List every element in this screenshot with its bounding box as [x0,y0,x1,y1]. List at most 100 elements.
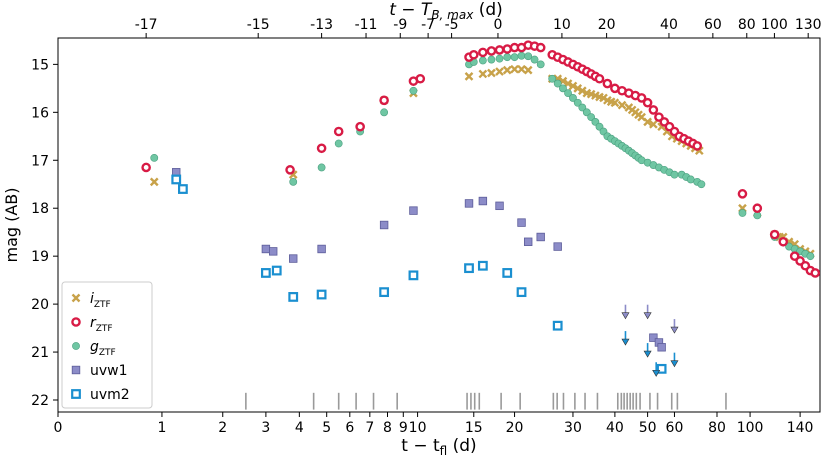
i-data-point [610,98,620,108]
top-tick-label: 130 [795,17,822,33]
legend-box [61,281,153,409]
r-data-point [636,93,647,103]
i-data-point [495,67,504,76]
top-tick-label: -9 [393,17,407,33]
g-data-point [578,103,587,112]
series-uvm2 [171,174,679,377]
x-axis-label-unit: (d) [447,436,476,456]
series-r [141,40,821,278]
r-data-point [355,121,365,132]
g-data-point [524,52,533,61]
r-data-point [379,95,389,106]
r-data-point [778,236,789,247]
r-data-point [594,73,605,84]
r-data-point [285,165,295,175]
g-data-point [503,53,512,62]
x-tick-label: 20 [506,420,524,436]
uvw1-data-point [409,206,418,215]
r-data-point [737,189,748,199]
i-data-point [643,117,652,127]
g-data-point [738,209,747,217]
top-tick-label: -17 [135,17,158,33]
uvw1-data-point [553,242,562,251]
x-tick-label: 7 [365,420,374,436]
y-tick-label: 16 [31,105,49,121]
y-tick-label: 21 [31,345,49,361]
uvm2-upper-limit-arrow [643,350,652,358]
r-data-point [333,126,344,137]
r-data-point [468,49,479,60]
uvw1-data-point [657,343,666,352]
x-tick-label: 140 [787,420,814,436]
g-data-point [686,175,695,184]
g-data-point [510,53,519,62]
r-data-point [316,143,327,154]
i-data-point [487,68,496,78]
g-data-point [548,74,557,83]
r-data-point [769,229,780,240]
uvm2-data-point [464,263,474,274]
x-tick-label: 50 [639,420,657,436]
x-tick-label: 100 [737,420,764,436]
top-tick-label: 60 [704,17,722,33]
uvm2-data-point [656,363,667,374]
g-data-point [487,55,496,64]
top-tick-label: 80 [738,17,756,33]
legend: iZTF rZTF gZTF uvw1 uvm2 [61,281,153,409]
top-tick-label: -5 [445,17,459,33]
i-data-point [510,64,519,74]
r-data-point [494,45,505,55]
uvw1-data-point [517,218,526,227]
i-data-point [649,119,658,129]
i-data-point [523,65,533,75]
uvm2-data-point [171,174,182,185]
g-data-point [564,89,572,98]
uvm2-data-point [260,268,271,278]
uvw1-upper-limit-arrow [670,326,679,334]
uvw1-upper-limit-arrow [643,312,652,320]
x-tick-label: 5 [322,420,331,436]
uvw1-upper-limit-arrow [621,312,630,320]
g-data-point [670,170,679,179]
g-data-point [334,139,343,148]
r-data-point [141,162,151,173]
uvw1-data-point [289,254,298,263]
legend-label-uvw1: uvw1 [90,363,128,379]
r-data-point [535,42,546,53]
g-data-point [495,54,504,63]
r-data-point [692,141,703,151]
g-data-point [317,163,326,172]
r-data-point [502,44,513,54]
i-data-point [149,177,159,187]
series-g [150,51,815,261]
r-data-point [648,105,659,115]
top-tick-label: 40 [660,17,678,33]
uvm2-data-point [516,287,527,298]
series-uvw1 [172,168,679,352]
uvm2-upper-limit-arrow [652,369,661,377]
g-data-point [380,108,389,117]
uvm2-upper-limit-arrow [621,338,630,346]
x-axis-label: t − tfl (d) [401,436,476,457]
r-data-point [642,97,653,108]
g-data-point [536,60,545,69]
g-data-point [150,153,159,162]
i-data-point [573,83,583,93]
y-tick-label: 15 [31,57,49,73]
g-data-point [289,177,298,186]
uvm2-data-point [408,270,419,281]
x-tick-label: 8 [383,420,392,436]
i-data-point [577,86,587,96]
x-tick-label: 15 [465,420,483,436]
y-tick-label: 18 [31,201,49,217]
legend-label-i: iZTF [90,291,111,310]
g-data-point [559,84,567,93]
i-data-point [478,69,488,79]
r-data-point [810,268,821,278]
g-data-point [573,98,582,107]
top-tick-label: -7 [421,17,435,33]
top-axis-label: t − TB, max (d) [389,0,503,22]
uvw1-data-point [269,247,278,256]
